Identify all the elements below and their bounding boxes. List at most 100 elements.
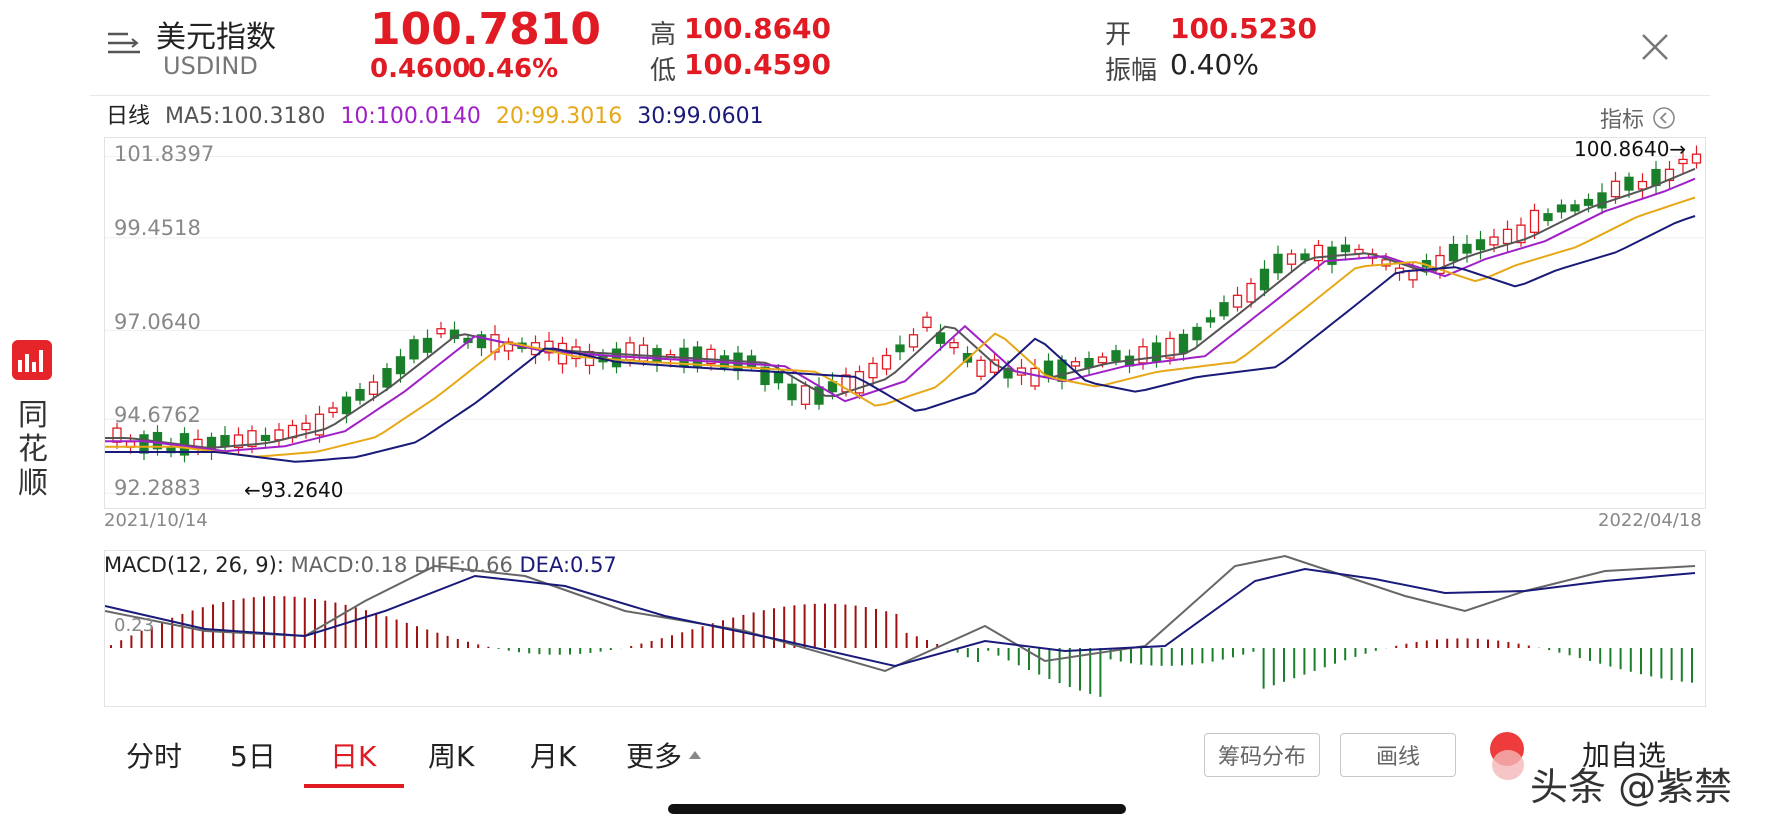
candle-body <box>1259 268 1270 291</box>
candle-body <box>503 341 514 352</box>
watermark: 头条 @紫禁 <box>1530 765 1733 809</box>
low-label: 低 <box>650 56 677 86</box>
favorite-dot-shadow <box>1492 750 1524 780</box>
y-label-4: 94.6762 <box>114 403 201 427</box>
ma-line-4 <box>105 215 1696 463</box>
candle-body <box>139 434 149 454</box>
candle-body <box>1637 180 1648 190</box>
candle-body <box>1205 317 1216 323</box>
candle-body <box>112 427 122 443</box>
candle-body <box>692 346 703 367</box>
candle-body <box>1516 224 1526 244</box>
candle-body <box>1543 213 1553 222</box>
low-value: 100.4590 <box>684 48 832 81</box>
max-marker: 100.8640→ <box>1574 137 1687 161</box>
candle-body <box>409 339 419 360</box>
candle-body <box>706 348 716 365</box>
chip-distribution-button[interactable]: 筹码分布 <box>1204 733 1320 777</box>
candle-body <box>1435 254 1445 275</box>
app-logo-icon[interactable] <box>12 340 52 380</box>
candle-body <box>1597 192 1607 209</box>
dea-value: DEA:0.57 <box>519 553 617 577</box>
tab-monthly-k[interactable]: 月K <box>530 740 577 773</box>
tab-daily-k[interactable]: 日K <box>330 740 377 773</box>
macd-label: MACD(12, 26, 9): <box>104 553 284 577</box>
kline-chart[interactable] <box>104 137 1706 509</box>
candle-body <box>314 413 325 436</box>
y-label-2: 99.4518 <box>114 216 201 240</box>
stock-code: USDIND <box>163 52 258 80</box>
caret-up-icon <box>689 751 702 759</box>
candle-body <box>611 348 622 368</box>
candle-body <box>1030 367 1040 387</box>
candle-body <box>1340 244 1351 253</box>
candle-body <box>422 337 433 353</box>
candle-body <box>355 388 365 401</box>
tab-5day[interactable]: 5日 <box>230 740 276 773</box>
candle-body <box>1475 239 1486 251</box>
candle-body <box>1313 244 1324 262</box>
y-label-3: 97.0640 <box>114 310 201 334</box>
amp-label: 振幅 <box>1105 56 1158 86</box>
candle-body <box>1178 333 1189 354</box>
candle-body <box>1624 176 1634 191</box>
candle-body <box>544 340 554 354</box>
candle-body <box>1232 294 1243 308</box>
candle-body <box>341 396 352 415</box>
high-label: 高 <box>650 20 677 50</box>
candle-body <box>976 359 986 377</box>
tab-intraday[interactable]: 分时 <box>126 740 183 773</box>
indicator-button[interactable]: 指标 <box>1600 102 1676 134</box>
candle-body <box>1300 253 1310 261</box>
candle-body <box>395 356 406 375</box>
candle-body <box>1246 282 1256 303</box>
candle-body <box>220 434 230 447</box>
candle-body <box>1219 302 1229 317</box>
menu-icon[interactable] <box>106 30 142 58</box>
amp-value: 0.40% <box>1170 48 1259 81</box>
tab-more[interactable]: 更多 <box>626 735 702 775</box>
start-date: 2021/10/14 <box>104 510 208 531</box>
candle-body <box>1610 180 1621 198</box>
candle-body <box>1097 356 1108 364</box>
tab-weekly-k[interactable]: 周K <box>428 740 475 773</box>
draw-line-button[interactable]: 画线 <box>1340 733 1456 777</box>
macd-dea-line <box>105 567 1696 668</box>
candle-body <box>1556 204 1567 213</box>
period-label: 日线 <box>106 104 151 129</box>
candle-body <box>328 407 338 414</box>
candle-body <box>382 368 392 388</box>
ma-bar: 日线 MA5:100.3180 10:100.0140 20:99.3016 3… <box>106 98 772 130</box>
candle-body <box>1165 337 1175 359</box>
close-icon[interactable] <box>1640 32 1670 62</box>
price-change-pct: 0.46% <box>468 54 559 84</box>
min-marker: ←93.2640 <box>244 478 344 502</box>
candle-body <box>1583 198 1594 206</box>
candle-body <box>1529 209 1540 233</box>
candle-body <box>1151 342 1162 362</box>
candle-body <box>922 316 932 329</box>
candle-body <box>760 366 770 386</box>
candle-body <box>1448 243 1459 262</box>
y-label-5: 92.2883 <box>114 476 201 500</box>
open-value: 100.5230 <box>1170 12 1318 45</box>
header-divider <box>90 95 1710 96</box>
chevron-left-circle-icon <box>1653 107 1675 129</box>
candle-body <box>773 371 784 384</box>
candle-body <box>800 385 811 405</box>
home-indicator[interactable] <box>668 804 1126 814</box>
candle-body <box>1084 358 1094 368</box>
candle-body <box>247 430 257 448</box>
candle-body <box>1273 253 1283 274</box>
candle-body <box>949 342 959 349</box>
current-price: 100.7810 <box>370 4 602 55</box>
ma30-value: 30:99.0601 <box>637 104 764 129</box>
brand-char-2: 花 <box>18 432 48 467</box>
ma-line-2 <box>105 177 1696 453</box>
add-favorite-button[interactable]: 加自选 <box>1478 730 1718 784</box>
candle-body <box>868 362 878 379</box>
macd-chart[interactable] <box>104 550 1706 707</box>
macd-value: MACD:0.18 <box>290 553 408 577</box>
candle-body <box>1462 243 1472 254</box>
candle-body <box>1043 360 1054 377</box>
